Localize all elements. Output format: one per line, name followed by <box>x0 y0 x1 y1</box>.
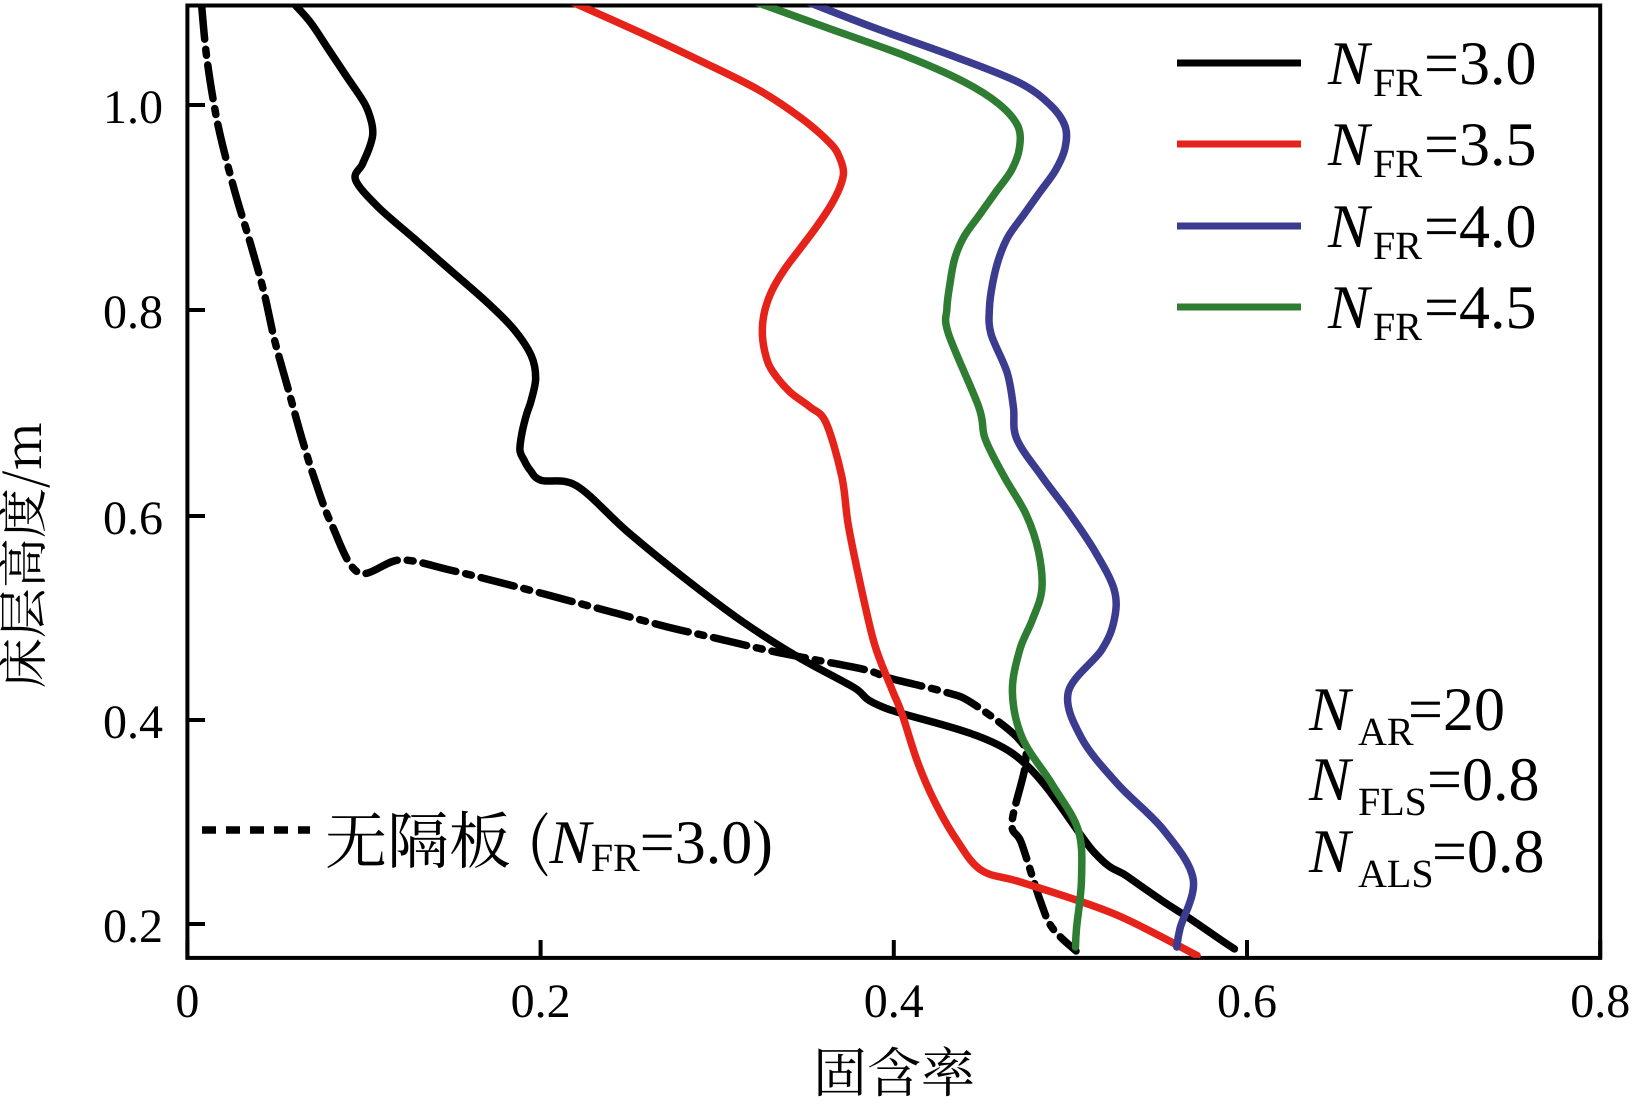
svg-text:=20: =20 <box>1408 676 1505 744</box>
svg-text:0.4: 0.4 <box>864 975 924 1028</box>
svg-text:FLS: FLS <box>1358 779 1427 824</box>
svg-text:0.8: 0.8 <box>1570 975 1630 1028</box>
svg-text:0.4: 0.4 <box>103 696 163 749</box>
svg-text:N: N <box>1327 274 1373 342</box>
svg-text:=0.8: =0.8 <box>1432 818 1544 886</box>
svg-text:N: N <box>1327 30 1373 98</box>
svg-text:FR: FR <box>1373 223 1422 268</box>
svg-text:=4.0: =4.0 <box>1424 193 1536 261</box>
svg-text:FR: FR <box>1373 60 1422 105</box>
svg-text:N: N <box>1308 746 1354 814</box>
svg-text:N: N <box>1308 818 1354 886</box>
svg-text:0.6: 0.6 <box>103 492 163 545</box>
svg-text:N: N <box>1327 111 1373 179</box>
svg-text:=4.5: =4.5 <box>1424 274 1536 342</box>
svg-text:=3.5: =3.5 <box>1424 111 1536 179</box>
svg-text:N: N <box>1327 193 1373 261</box>
svg-text:=0.8: =0.8 <box>1427 746 1539 814</box>
svg-text:固含率: 固含率 <box>813 1031 975 1108</box>
svg-text:0.8: 0.8 <box>103 286 163 339</box>
svg-text:0.6: 0.6 <box>1217 975 1277 1028</box>
svg-text:0.2: 0.2 <box>511 975 571 1028</box>
svg-text:0: 0 <box>175 975 199 1028</box>
svg-text:无隔板 (NFR=3.0): 无隔板 (NFR=3.0) <box>325 792 773 881</box>
svg-text:ALS: ALS <box>1358 851 1434 896</box>
svg-text:0.2: 0.2 <box>103 900 163 953</box>
svg-text:AR: AR <box>1358 709 1414 754</box>
svg-text:FR: FR <box>1373 141 1422 186</box>
svg-text:=3.0: =3.0 <box>1424 30 1536 98</box>
svg-text:N: N <box>1308 676 1354 744</box>
svg-text:FR: FR <box>1373 304 1422 349</box>
svg-text:1.0: 1.0 <box>103 81 163 134</box>
